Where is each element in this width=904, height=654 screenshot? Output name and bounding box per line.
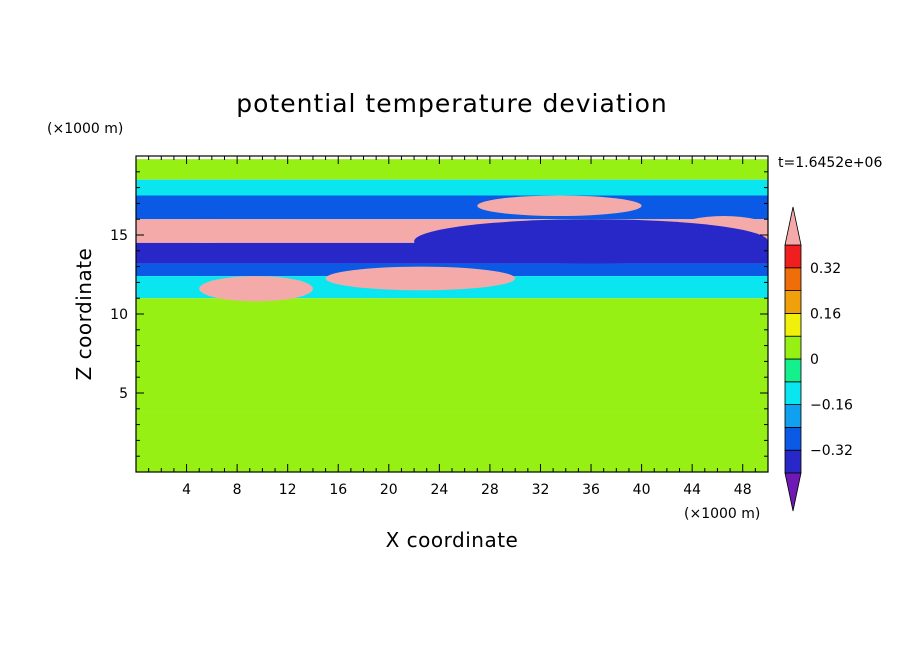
colorbar-tick-label-1: 0.16 xyxy=(810,306,841,322)
y-axis-label: Z coordinate xyxy=(72,248,96,381)
x-tick-label-11: 48 xyxy=(734,482,752,498)
x-tick-label-1: 8 xyxy=(233,482,242,498)
x-tick-label-5: 24 xyxy=(430,482,448,498)
colorbar-segment-8 xyxy=(784,267,802,291)
colorbar-tick-label-3: −0.16 xyxy=(810,398,853,414)
y-tick-label-1: 10 xyxy=(110,307,128,323)
x-unit-label: (×1000 m) xyxy=(684,506,760,522)
field-feature-4 xyxy=(199,276,313,302)
colorbar-segment-9 xyxy=(784,244,802,269)
field-feature-5 xyxy=(414,219,768,264)
y-unit-label: (×1000 m) xyxy=(47,121,123,137)
field-feature-3 xyxy=(325,266,516,291)
field-layer-1 xyxy=(136,179,768,196)
field-layer-0 xyxy=(136,159,768,180)
colorbar-tick-label-0: 0.32 xyxy=(810,261,841,277)
field-layer-8 xyxy=(136,411,768,472)
x-axis: 4 8 12 16 20 24 28 32 36 40 44 48 xyxy=(148,156,756,498)
colorbar-segment-2 xyxy=(784,404,802,428)
colorbar-segment-5 xyxy=(784,335,802,360)
heatmap-plot-area xyxy=(136,159,768,472)
colorbar-segment-1 xyxy=(784,426,802,451)
colorbar-segment-7 xyxy=(784,290,802,314)
field-layer-7 xyxy=(136,298,768,412)
field-layer-2 xyxy=(136,195,768,220)
y-tick-label-2: 15 xyxy=(110,228,128,244)
y-axis: 5 10 15 xyxy=(110,171,768,457)
x-tick-label-10: 44 xyxy=(683,482,701,498)
field-feature-0 xyxy=(148,219,263,243)
y-tick-label-0: 5 xyxy=(119,386,128,402)
field-feature-1 xyxy=(477,195,642,217)
x-tick-label-8: 36 xyxy=(582,482,600,498)
colorbar-segment-4 xyxy=(784,358,802,383)
colorbar-segment-0 xyxy=(784,449,802,474)
time-annotation: t=1.6452e+06 xyxy=(778,155,882,171)
x-tick-label-2: 12 xyxy=(279,482,297,498)
x-tick-label-3: 16 xyxy=(329,482,347,498)
colorbar: 0.32 0.16 0 −0.16 −0.32 xyxy=(784,206,853,512)
x-tick-label-4: 20 xyxy=(380,482,398,498)
x-tick-label-6: 28 xyxy=(481,482,499,498)
colorbar-min-extension xyxy=(784,472,802,512)
colorbar-tick-label-2: 0 xyxy=(810,352,819,368)
x-axis-label: X coordinate xyxy=(386,528,519,552)
x-tick-label-7: 32 xyxy=(532,482,550,498)
colorbar-tick-label-4: −0.32 xyxy=(810,443,853,459)
colorbar-segment-3 xyxy=(784,381,802,405)
x-tick-label-9: 40 xyxy=(633,482,651,498)
colorbar-segment-6 xyxy=(784,312,802,337)
x-tick-label-0: 4 xyxy=(182,482,191,498)
chart-title: potential temperature deviation xyxy=(236,89,667,118)
colorbar-max-extension xyxy=(784,206,802,246)
